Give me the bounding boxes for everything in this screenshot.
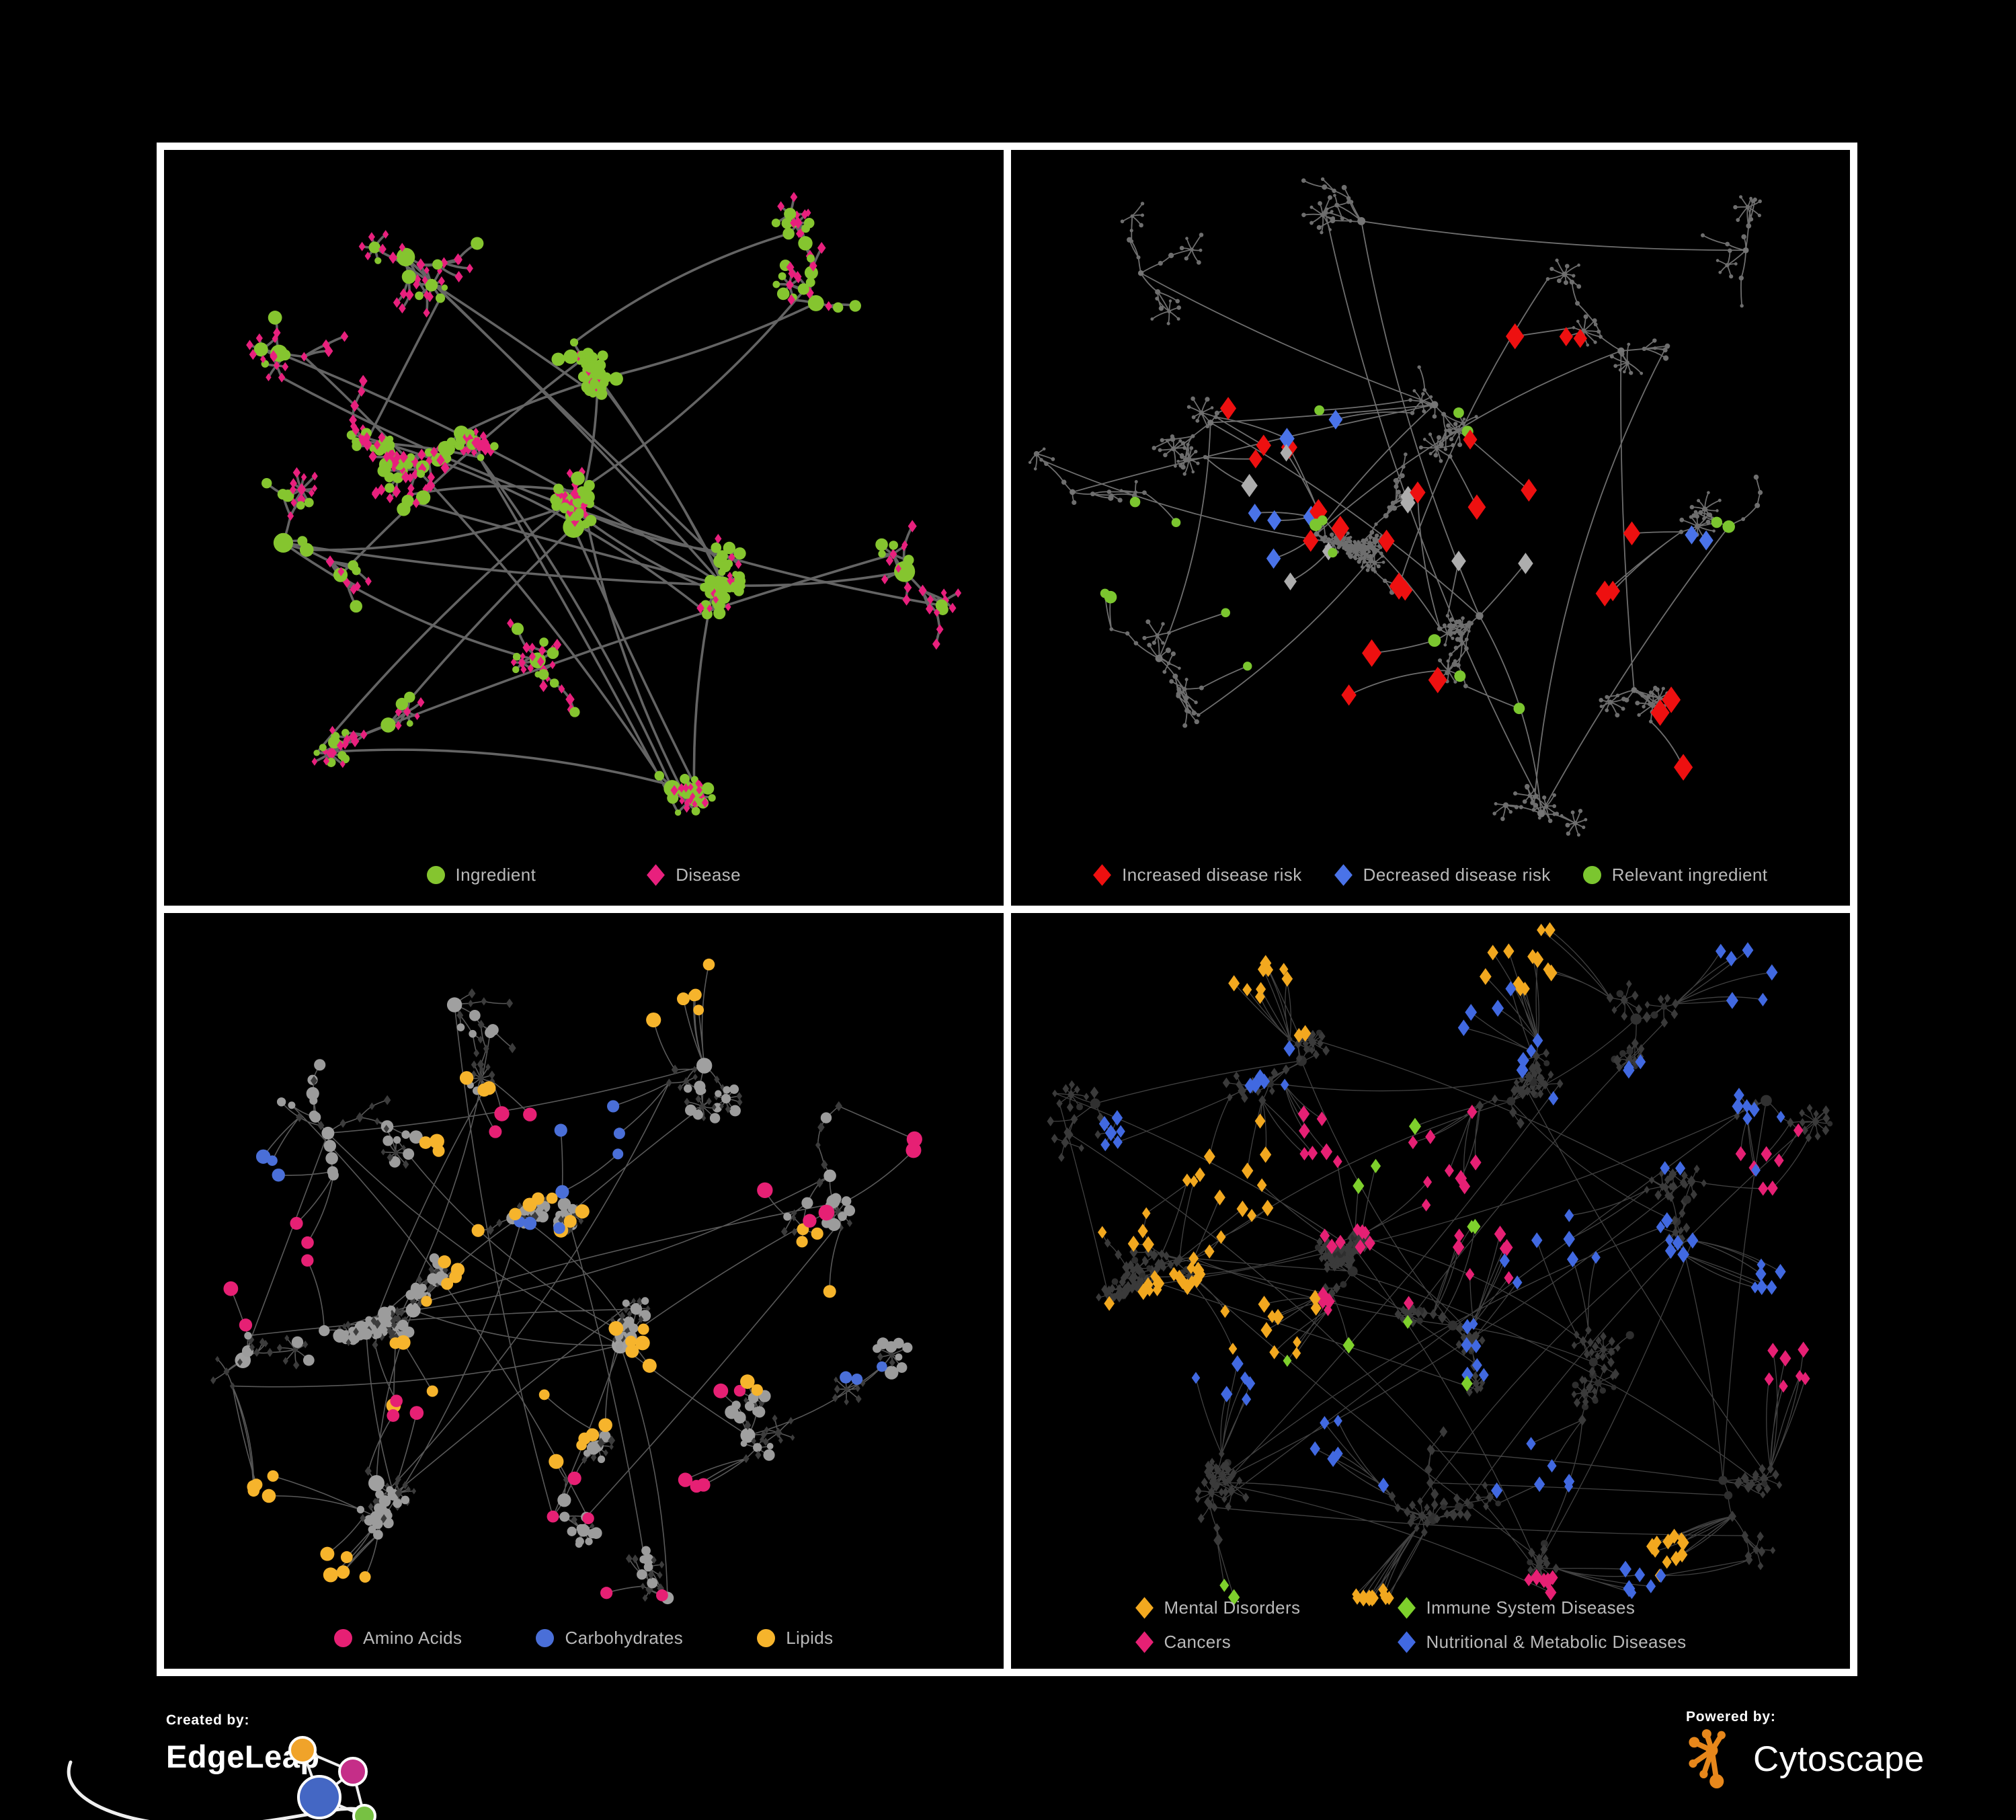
legend-item-cancers: Cancers (1135, 1631, 1398, 1653)
created-by-block: Created by: EdgeLeap (67, 1712, 376, 1820)
panel-nutrient-classes: Amino Acids Carbohydrates Lipids (164, 913, 1004, 1669)
edgeleap-node-pink (338, 1757, 368, 1786)
legend-disease-categories: Mental Disorders Immune System Diseases Ca… (1135, 1597, 1687, 1653)
legend-label: Immune System Diseases (1426, 1597, 1636, 1618)
legend-label: Nutritional & Metabolic Diseases (1426, 1632, 1687, 1652)
panel-grid: Ingredient Disease Increased disease risk… (157, 143, 1857, 1676)
cytoscape-wordmark: Cytoscape (1753, 1739, 1925, 1779)
edgeleap-node-blue (297, 1775, 341, 1819)
legend-item-immune-system-diseases: Immune System Diseases (1397, 1597, 1687, 1619)
legend-label: Increased disease risk (1122, 865, 1302, 885)
legend-label: Mental Disorders (1164, 1597, 1301, 1618)
cytoscape-brand-row: Cytoscape (1686, 1729, 1925, 1788)
legend-item-relevant-ingredient: Relevant ingredient (1582, 865, 1768, 885)
legend-label: Disease (676, 865, 741, 885)
diamond-swatch-icon (1135, 1631, 1154, 1653)
edgeleap-node-orange (288, 1736, 317, 1764)
legend-label: Decreased disease risk (1363, 865, 1551, 885)
network-nodes (246, 192, 962, 816)
circle-swatch-icon (1582, 866, 1601, 884)
legend-item-disease: Disease (647, 864, 741, 886)
edgeleap-brand-row: EdgeLeap (67, 1736, 376, 1820)
network-highlight-nodes (223, 958, 922, 1601)
diamond-swatch-icon (1334, 864, 1353, 886)
legend-item-mental-disorders: Mental Disorders (1135, 1597, 1398, 1619)
legend-label: Relevant ingredient (1611, 865, 1768, 885)
network-nodes (1046, 980, 1832, 1582)
legend-item-carbohydrates: Carbohydrates (536, 1628, 683, 1649)
edgeleap-logo-icon (67, 1736, 376, 1820)
network-canvas-disease-risk (1011, 150, 1851, 906)
legend-item-amino-acids: Amino Acids (333, 1628, 462, 1649)
diamond-swatch-icon (1397, 1631, 1416, 1653)
circle-swatch-icon (757, 1629, 776, 1647)
circle-swatch-icon (426, 866, 445, 884)
legend-label: Amino Acids (362, 1628, 462, 1648)
powered-by-block: Powered by: (1686, 1709, 1925, 1788)
legend-label: Carbohydrates (565, 1628, 684, 1648)
legend-label: Lipids (786, 1628, 834, 1648)
diamond-swatch-icon (1397, 1597, 1416, 1619)
legend-ingredient-disease: Ingredient Disease (164, 864, 1004, 886)
circle-swatch-icon (536, 1629, 555, 1647)
network-graph (246, 192, 962, 816)
powered-by-label: Powered by: (1686, 1709, 1776, 1725)
diamond-swatch-icon (1093, 864, 1112, 886)
panel-ingredient-disease: Ingredient Disease (164, 150, 1004, 906)
legend-item-decreased-disease-risk: Decreased disease risk (1334, 864, 1551, 886)
network-graph (210, 958, 922, 1605)
network-canvas-ingredient-disease (164, 150, 1004, 906)
created-by-label: Created by: (166, 1712, 250, 1728)
diamond-swatch-icon (647, 864, 666, 886)
network-graph (1028, 177, 1763, 837)
network-nodes (210, 988, 913, 1605)
network-canvas-disease-categories (1011, 913, 1851, 1669)
legend-item-nutritional-metabolic-diseases: Nutritional & Metabolic Diseases (1397, 1631, 1687, 1653)
circle-swatch-icon (333, 1629, 352, 1647)
legend-item-increased-disease-risk: Increased disease risk (1093, 864, 1302, 886)
legend-item-lipids: Lipids (757, 1628, 833, 1649)
legend-label: Cancers (1164, 1632, 1232, 1652)
network-nodes (1028, 177, 1763, 837)
legend-label: Ingredient (455, 865, 536, 885)
network-canvas-nutrient-classes (164, 913, 1004, 1669)
network-graph (1046, 922, 1832, 1607)
network-edges (1050, 929, 1830, 1599)
network-edges (249, 196, 959, 814)
diamond-swatch-icon (1135, 1597, 1154, 1619)
network-highlight-nodes (1097, 922, 1810, 1607)
cytoscape-logo-icon (1689, 1729, 1726, 1788)
panel-disease-categories: Mental Disorders Immune System Diseases Ca… (1010, 913, 1851, 1669)
legend-disease-risk: Increased disease risk Decreased disease … (1011, 864, 1851, 886)
legend-nutrient-classes: Amino Acids Carbohydrates Lipids (164, 1628, 1004, 1649)
edgeleap-node-green (352, 1804, 376, 1820)
legend-item-ingredient: Ingredient (426, 865, 536, 885)
panel-disease-risk: Increased disease risk Decreased disease … (1010, 150, 1851, 906)
